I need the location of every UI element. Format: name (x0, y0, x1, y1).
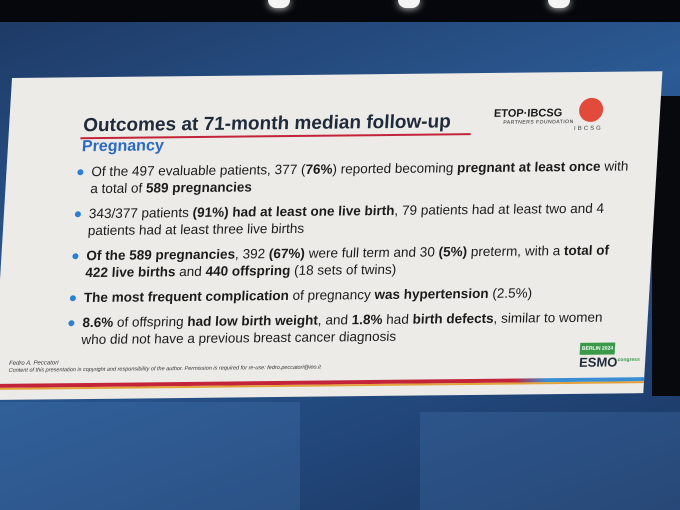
stage-light (268, 0, 290, 8)
footer-author: Fedro A. Peccatori (8, 360, 59, 367)
etop-ibcsg-logo: ETOP·IBCSG PARTNERS FOUNDATION (493, 107, 574, 126)
ibcsg-logo-text: IBCSG (573, 125, 603, 133)
bullet-item: 343/377 patients (91%) had at least one … (71, 199, 633, 239)
esmo-logo-text: ESMO (578, 354, 618, 370)
etop-logo-subtext: PARTNERS FOUNDATION (503, 119, 574, 126)
presentation-slide: Outcomes at 71-month median follow-up Pr… (0, 71, 663, 400)
stage-light (548, 0, 570, 8)
esmo-badge: BERLIN 2024 (579, 342, 616, 355)
backdrop-panel (420, 412, 680, 510)
bullet-item: Of the 497 evaluable patients, 377 (76%)… (74, 157, 636, 197)
ibcsg-globe-icon (578, 97, 604, 123)
slide-subtitle: Pregnancy (81, 137, 165, 156)
backdrop-panel (0, 402, 300, 510)
bullet-item: Of the 589 pregnancies, 392 (67%) were f… (69, 241, 631, 281)
ceiling (0, 0, 680, 22)
etop-logo-text: ETOP·IBCSG (493, 107, 563, 120)
stage-light (398, 0, 420, 8)
esmo-congress-text: congress (617, 356, 640, 364)
esmo-logo: BERLIN 2024 ESMOcongress (579, 339, 641, 370)
bullet-list: Of the 497 evaluable patients, 377 (76%)… (64, 157, 636, 356)
bullet-item: 8.6% of offspring had low birth weight, … (65, 308, 627, 348)
bullet-item: The most frequent complication of pregna… (67, 283, 628, 306)
